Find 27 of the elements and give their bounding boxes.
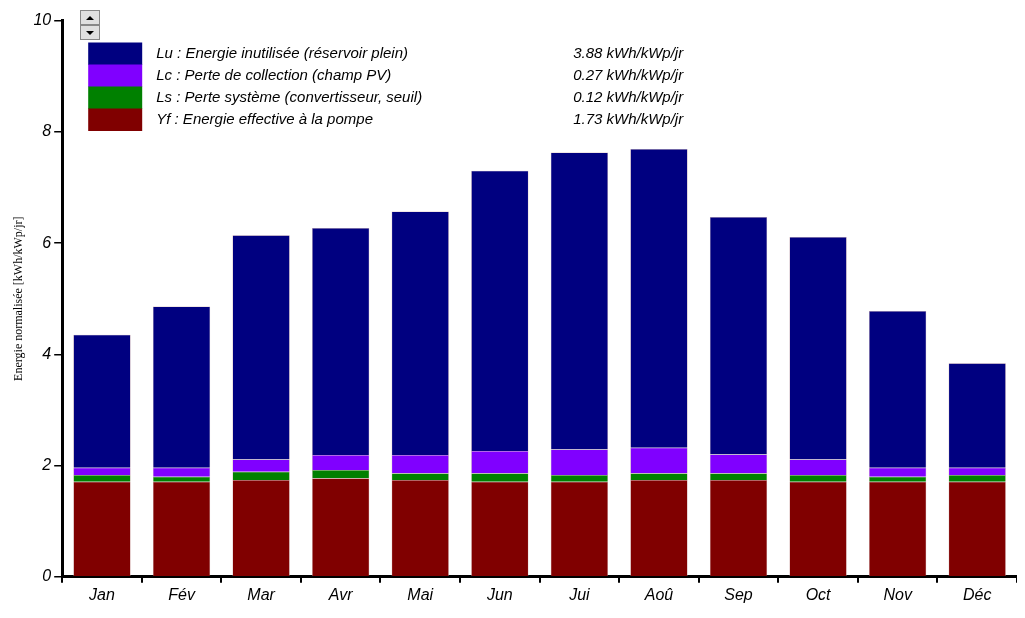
annotation: 3.88 kWh/kWp/jr [573, 43, 685, 61]
legend-label: Lu : Energie inutilisée (réservoir plein) [156, 43, 408, 61]
x-tick-label: Déc [962, 585, 992, 603]
y-tick-label: 4 [42, 344, 52, 362]
x-tick-label: Avr [327, 585, 354, 603]
x-tick-label: Oct [805, 585, 832, 603]
legend-label: Yf : Energie effective à la pompe [156, 109, 373, 127]
x-tick-label: Fév [168, 585, 196, 603]
annotation: 0.12 kWh/kWp/jr [573, 87, 685, 105]
y-tick-label: 6 [42, 233, 52, 251]
legend-label: Ls : Perte système (convertisseur, seuil) [156, 87, 423, 105]
x-tick-label: Aoû [643, 585, 674, 603]
x-tick-label: Sep [724, 585, 753, 603]
annotation: 0.27 kWh/kWp/jr [573, 65, 685, 83]
x-tick-label: Nov [883, 585, 913, 603]
y-tick-label: 0 [42, 567, 52, 585]
y-axis-title: Energie normalisée [kWh/kWp/jr] [11, 216, 26, 381]
x-tick-label: Jui [568, 585, 591, 603]
annotation: 1.73 kWh/kWp/jr [573, 109, 685, 127]
x-tick-label: Jun [485, 585, 513, 603]
y-tick-label: 2 [41, 456, 52, 474]
y-tick-label: 8 [42, 122, 52, 140]
x-tick-label: Mar [247, 585, 276, 603]
legend-label: Lc : Perte de collection (champ PV) [156, 65, 392, 83]
x-tick-label: Jan [88, 585, 115, 603]
y-tick-label: 10 [33, 11, 52, 29]
x-tick-label: Mai [407, 585, 434, 603]
